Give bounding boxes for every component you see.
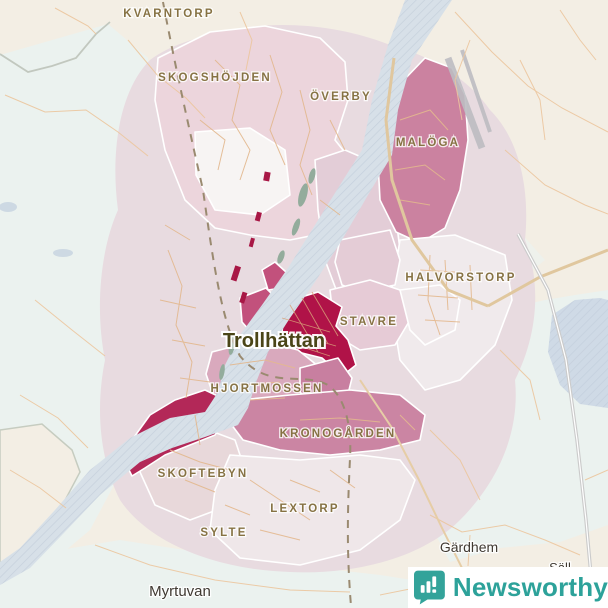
label-lextorp: LEXTORP	[270, 503, 340, 515]
pond-2	[53, 249, 73, 257]
bar-chart-icon	[420, 576, 437, 593]
label-skoftebyn: SKOFTEBYN	[158, 468, 249, 480]
brand-name[interactable]: Newsworthy	[452, 572, 608, 602]
label-halvorstorp: HALVORSTORP	[405, 272, 516, 284]
label-gardhem: Gärdhem	[440, 539, 498, 555]
lock-patches	[230, 171, 271, 304]
label-hjortmossen: HJORTMOSSEN	[210, 383, 323, 395]
water	[0, 0, 608, 585]
label-kvarntorp: KVARNTORP	[123, 8, 215, 20]
lake-east-hatch	[548, 298, 608, 408]
label-kronogarden: KRONOGÅRDEN	[280, 427, 397, 440]
label-overby: ÖVERBY	[310, 90, 372, 103]
railway-dashed-line	[162, 1, 352, 607]
pond-1	[0, 202, 17, 212]
label-trollhattan: Trollhättan	[223, 330, 325, 352]
runways	[444, 49, 492, 150]
label-stavre: STAVRE	[340, 316, 398, 328]
attribution-banner[interactable]: Newsworthy	[408, 567, 608, 608]
map-labels: KVARNTORP SKOGSHÖJDEN ÖVERBY MALÖGA HALV…	[122, 7, 572, 602]
label-myrtuvan: Myrtuvan	[149, 583, 211, 600]
center-street-grid	[281, 291, 339, 357]
district-regions	[127, 25, 513, 566]
region-stavre-east	[399, 284, 461, 346]
region-center-dark	[281, 291, 357, 377]
urban-roads	[159, 54, 473, 541]
river-hatch	[0, 0, 452, 585]
rural-roads	[4, 7, 608, 596]
label-skogshojden: SKOGSHÖJDEN	[158, 71, 272, 84]
label-maloga: MALÖGA	[396, 136, 460, 149]
label-sylte: SYLTE	[200, 527, 247, 539]
region-lextorp-sylte	[209, 454, 416, 566]
newsworthy-logo-icon	[414, 570, 445, 605]
municipal-boundary	[0, 21, 111, 73]
river-islands	[219, 168, 316, 380]
